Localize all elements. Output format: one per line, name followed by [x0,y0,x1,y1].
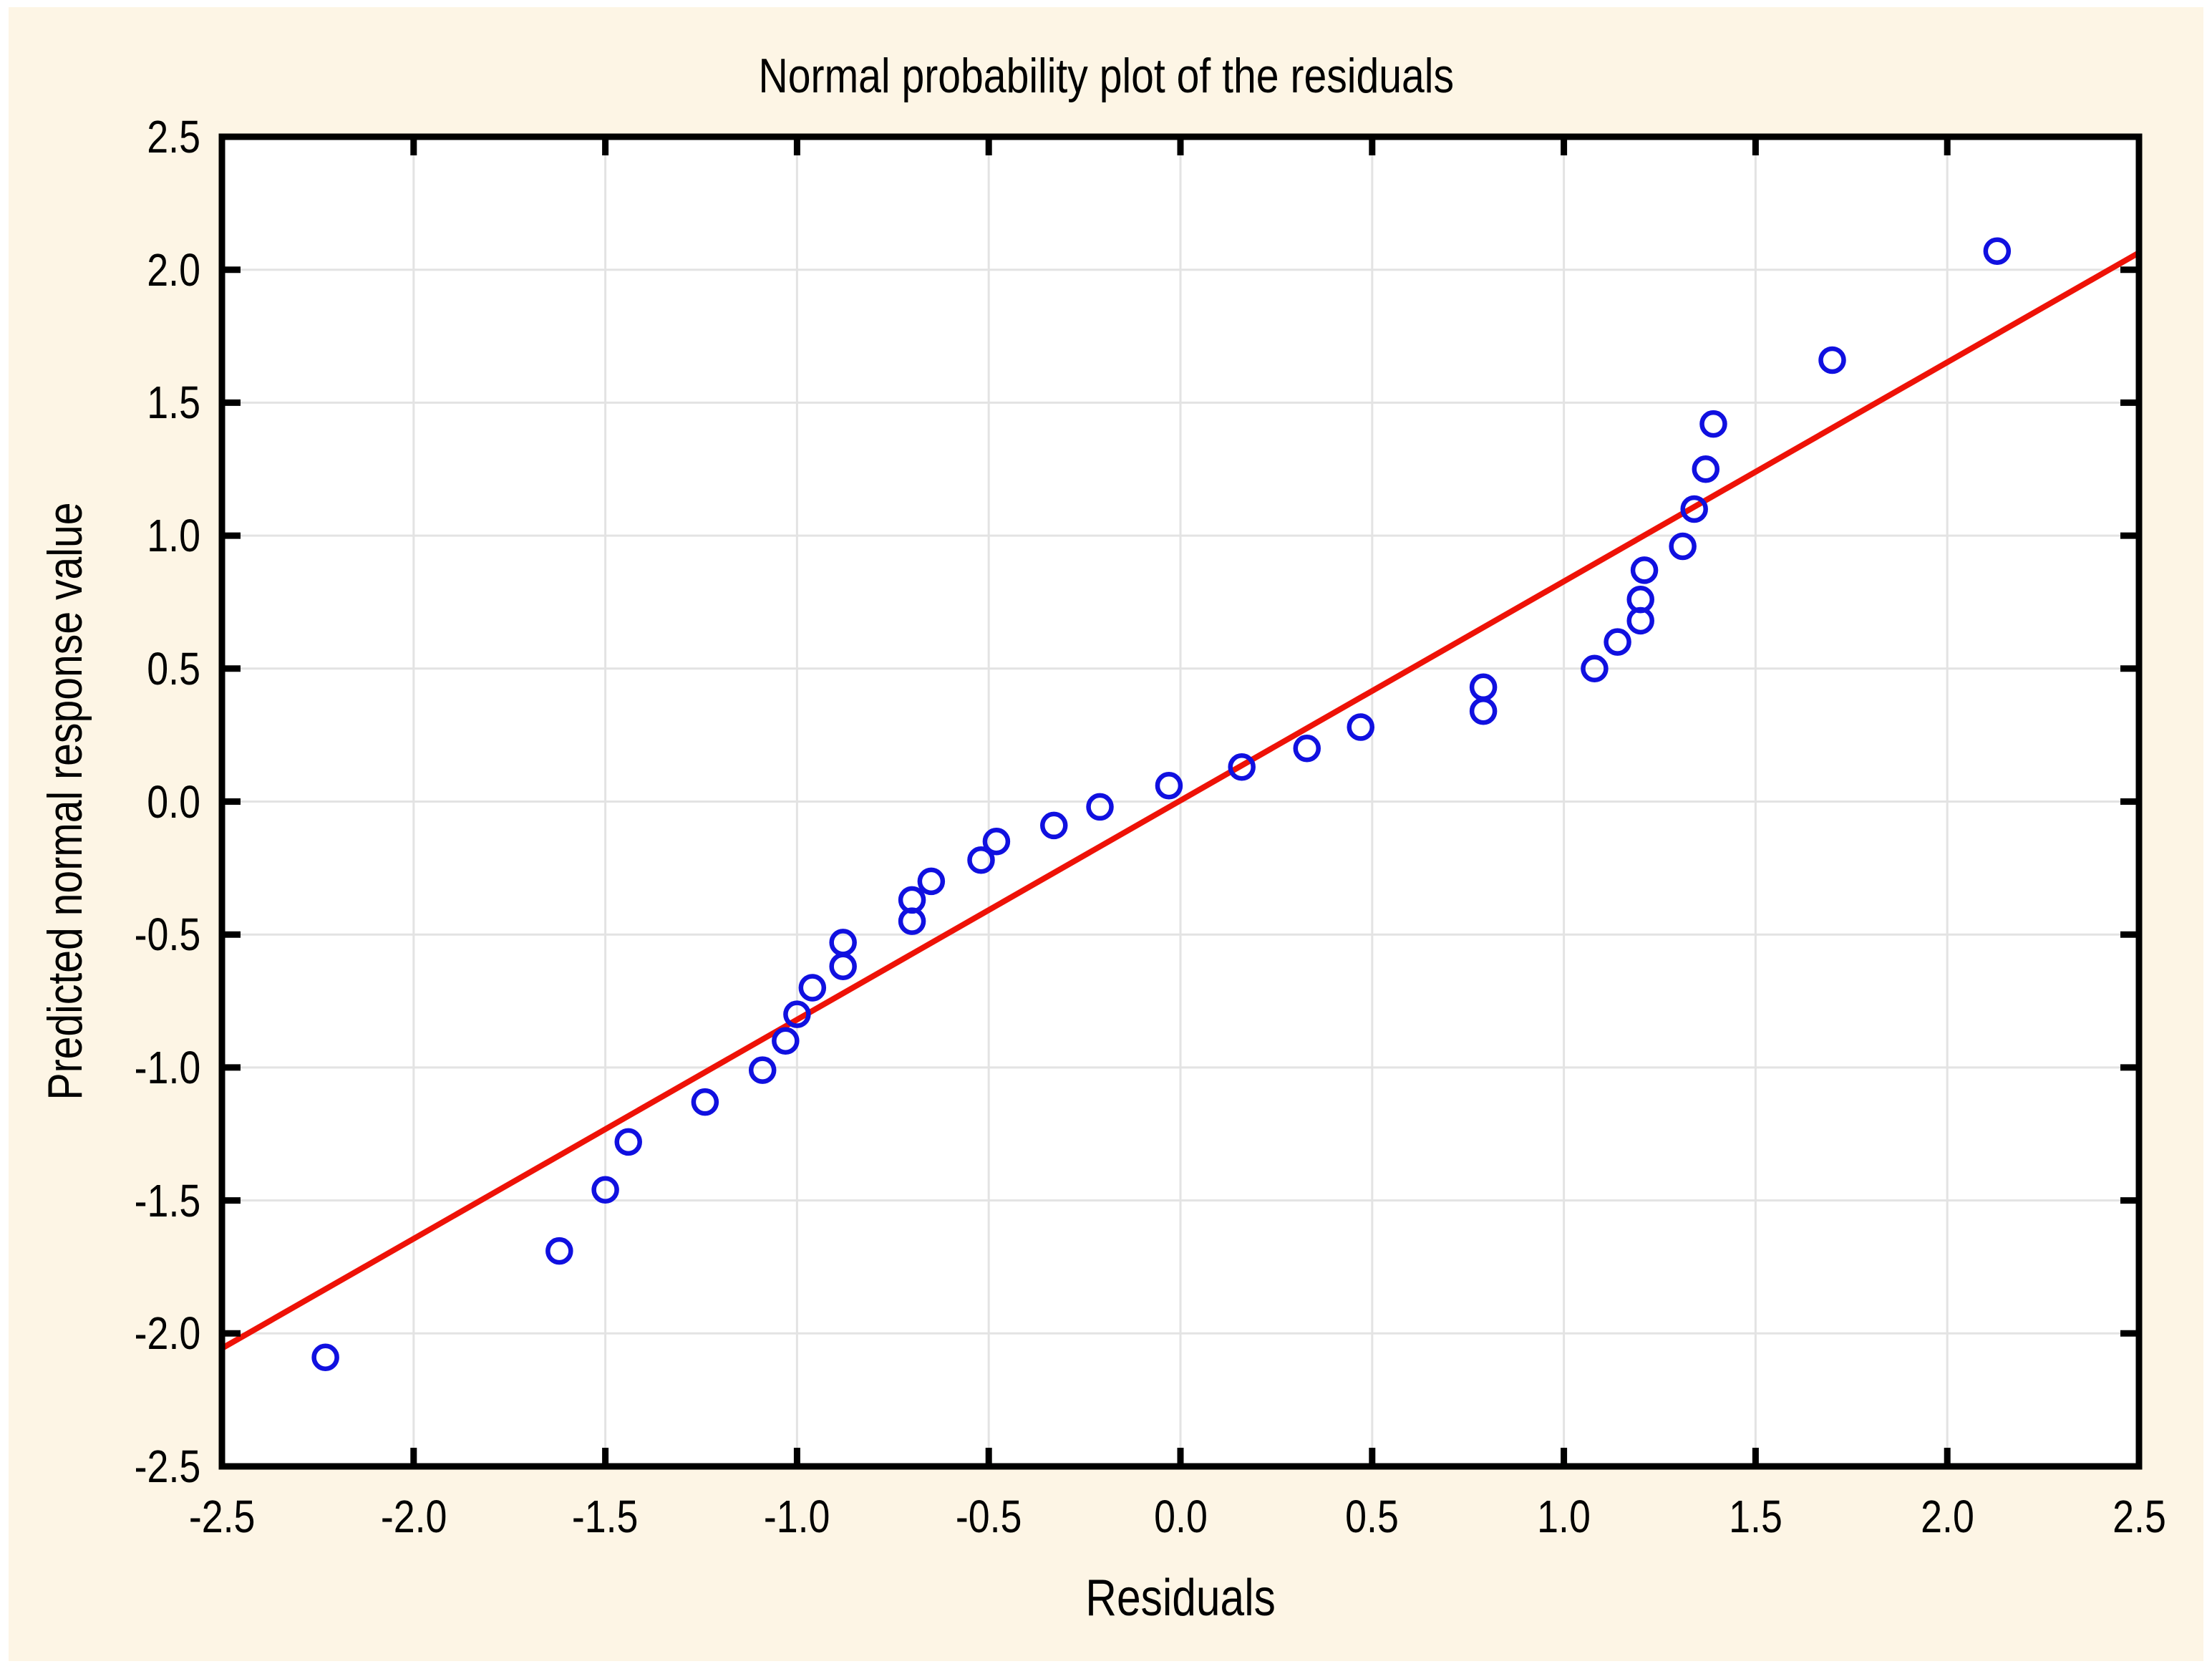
data-point [982,827,1011,856]
data-point [748,1056,777,1084]
data-point [1669,532,1697,561]
x-tick-label: -1.0 [711,1494,883,1539]
data-point [1040,811,1068,840]
y-tick-label: -1.5 [0,1178,200,1224]
data-point [829,929,857,957]
x-tick-label: 0.5 [1286,1494,1458,1539]
x-tick-label-text: -1.5 [572,1491,639,1542]
data-point [1469,673,1498,702]
x-tick-label-text: -2.5 [188,1491,256,1542]
y-tick-label: -2.0 [0,1310,200,1356]
data-point [1630,556,1659,584]
x-tick-label: -2.5 [136,1494,308,1539]
y-tick-label: -0.5 [0,911,200,957]
data-point [691,1088,719,1116]
data-point [898,886,926,914]
chart-title: Normal probability plot of the residuals [0,52,2212,100]
x-tick-label: -0.5 [903,1494,1075,1539]
fit-line [220,250,2140,1351]
data-point [1086,793,1114,821]
data-point [1626,585,1654,614]
x-tick-label-text: 1.0 [1537,1491,1591,1542]
data-point [1347,713,1374,741]
x-axis-label-text: Residuals [1085,1569,1276,1627]
y-tick-label: 1.0 [0,513,200,558]
data-point [1983,237,2012,265]
data-point [614,1128,642,1156]
x-tick-label-text: -1.0 [764,1491,830,1542]
y-tick-label-text: 0.0 [147,775,200,828]
y-tick-label: 2.5 [0,114,200,160]
x-tick-label: 1.5 [1669,1494,1841,1539]
data-point [1692,455,1720,483]
y-tick-label: -1.0 [0,1045,200,1090]
x-tick-label-text: 1.5 [1729,1491,1782,1542]
y-tick-label-text: -1.5 [134,1174,200,1227]
chart-title-text: Normal probability plot of the residuals [758,49,1454,103]
data-point [311,1343,339,1371]
y-tick-label-text: -1.0 [134,1041,200,1093]
x-tick-label: -2.0 [328,1494,500,1539]
x-tick-label-text: -2.0 [380,1491,447,1542]
data-point [798,974,827,1002]
data-point [1293,734,1321,763]
data-point [772,1027,800,1055]
y-tick-label-text: -2.5 [134,1441,200,1492]
x-tick-label: 2.0 [1861,1494,2033,1539]
data-point [1604,628,1631,656]
y-tick-label: 0.5 [0,646,200,692]
y-tick-label-text: 2.0 [147,243,200,296]
y-tick-label: 1.5 [0,379,200,425]
data-point [545,1237,573,1265]
x-axis-label: Residuals [222,1572,2139,1624]
data-point [591,1176,619,1204]
data-point [1699,410,1727,438]
data-point [1581,654,1609,683]
data-point [1155,771,1183,800]
y-tick-label: -2.5 [0,1443,200,1489]
x-tick-label-text: 2.5 [2112,1491,2166,1542]
x-tick-label-text: -0.5 [955,1491,1022,1542]
x-tick-label-text: 0.0 [1153,1491,1208,1542]
y-tick-label-text: 1.0 [147,510,200,562]
data-point [1680,495,1708,523]
y-tick-label-text: 1.5 [147,377,200,429]
x-tick-label-text: 2.0 [1920,1491,1974,1542]
y-tick-label-text: 2.5 [147,111,200,163]
data-point [917,867,946,896]
y-tick-label-text: -0.5 [134,909,200,961]
x-tick-label: 0.0 [1095,1494,1266,1539]
x-tick-label-text: 0.5 [1345,1491,1400,1542]
y-tick-label: 0.0 [0,779,200,825]
y-tick-label-text: 0.5 [147,642,200,695]
y-tick-label-text: -2.0 [134,1307,200,1360]
data-point [1818,346,1846,374]
x-tick-label: 2.5 [2053,1494,2212,1539]
data-point [1228,753,1256,781]
data-point [783,1000,811,1028]
data-point [967,846,995,874]
x-tick-label: -1.5 [520,1494,692,1539]
x-tick-label: 1.0 [1478,1494,1650,1539]
y-tick-label: 2.0 [0,247,200,293]
